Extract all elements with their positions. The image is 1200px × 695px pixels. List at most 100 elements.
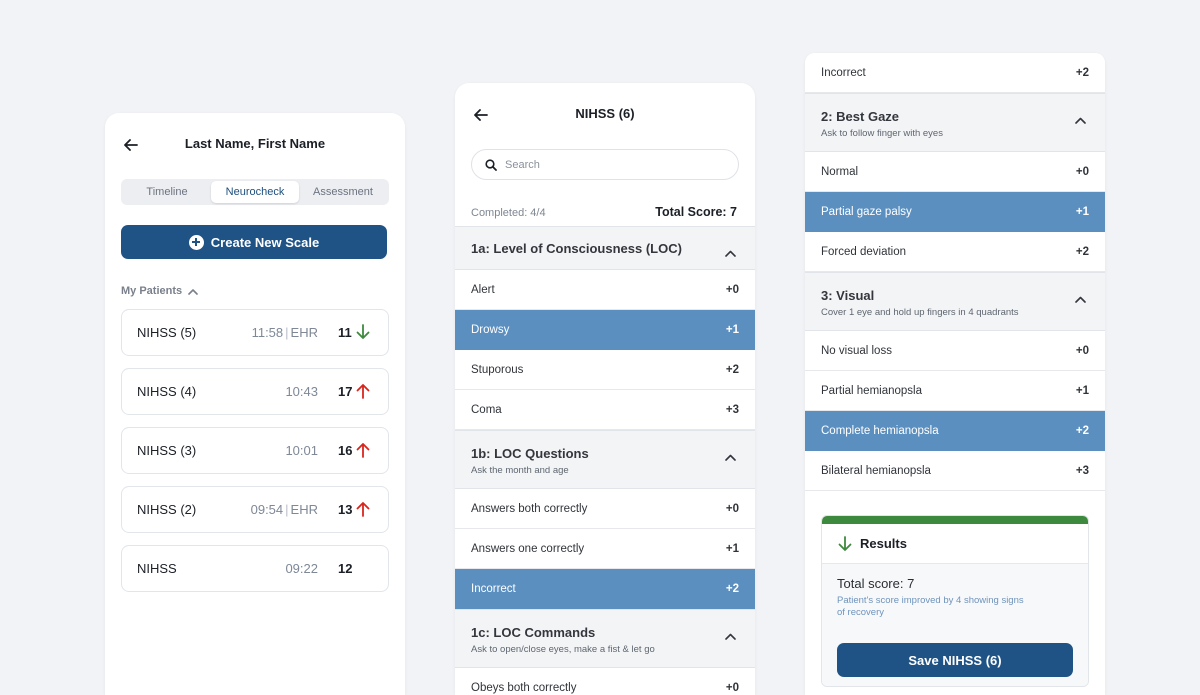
- page-title: NIHSS (6): [575, 106, 635, 121]
- option-row[interactable]: Forced deviation +2: [805, 232, 1105, 272]
- option-points: +0: [725, 681, 739, 694]
- option-label: Answers one correctly: [471, 542, 585, 555]
- option-label: Alert: [471, 283, 495, 296]
- option-row[interactable]: Bilateral hemianopsla +3: [805, 451, 1105, 491]
- patient-scale-name: NIHSS (2): [137, 502, 197, 517]
- option-points: +2: [725, 363, 739, 376]
- section-title: 1c: LOC Commands: [471, 625, 596, 640]
- results-header: Results: [822, 524, 1088, 564]
- results-body: Total score: 7 Patient's score improved …: [822, 564, 1088, 686]
- tab-neurocheck[interactable]: Neurocheck: [211, 181, 299, 203]
- chevron-up-icon: [1075, 117, 1086, 124]
- patient-card[interactable]: NIHSS (5) 11:58 | EHR 11: [121, 309, 389, 356]
- patient-score: 12: [338, 561, 353, 576]
- option-points: +2: [1075, 245, 1089, 258]
- patient-screen: Last Name, First Name Timeline Neurochec…: [105, 113, 405, 695]
- time-value: 10:43: [285, 384, 318, 399]
- tab-timeline[interactable]: Timeline: [146, 186, 188, 198]
- time-value: 10:01: [285, 443, 318, 458]
- option-row[interactable]: Partial hemianopsla +1: [805, 371, 1105, 411]
- total-score: Total Score: 7: [655, 205, 737, 219]
- page-title: Last Name, First Name: [184, 136, 326, 151]
- patient-card[interactable]: NIHSS (3) 10:01 16: [121, 427, 389, 474]
- results-accent-bar: [822, 516, 1088, 524]
- chevron-up-icon: [188, 288, 198, 295]
- arrow-up-icon: [356, 383, 370, 399]
- option-label: Coma: [471, 403, 502, 416]
- section-subtitle: Ask the month and age: [471, 465, 569, 476]
- tab-assessment[interactable]: Assessment: [313, 186, 373, 198]
- search-icon: [485, 158, 497, 171]
- option-row[interactable]: Answers one correctly +1: [455, 529, 755, 569]
- option-label: Forced deviation: [821, 245, 907, 258]
- option-row[interactable]: Alert +0: [455, 270, 755, 310]
- patient-score: 16: [338, 443, 353, 458]
- search-placeholder: Search: [505, 158, 540, 171]
- collapse-toggle[interactable]: [725, 627, 736, 645]
- option-row[interactable]: Drowsy +1: [455, 310, 755, 350]
- option-points: +1: [725, 542, 739, 555]
- time-value: 09:22: [285, 561, 318, 576]
- source-label: EHR: [290, 325, 318, 340]
- section-title: 2: Best Gaze: [821, 109, 900, 124]
- collapse-toggle[interactable]: [725, 448, 736, 466]
- collapse-toggle[interactable]: [1075, 290, 1086, 308]
- back-button[interactable]: [471, 101, 491, 129]
- patient-time: 10:43: [285, 384, 318, 399]
- option-row[interactable]: Obeys both correctly +0: [455, 668, 755, 695]
- scale-screen: NIHSS (6) Search Completed: 4/4 Total Sc…: [455, 83, 755, 695]
- option-row[interactable]: Incorrect +2: [805, 53, 1105, 93]
- patient-scale-name: NIHSS (5): [137, 325, 197, 340]
- patient-card[interactable]: NIHSS 09:22 12: [121, 545, 389, 592]
- option-row[interactable]: Stuporous +2: [455, 350, 755, 390]
- option-row[interactable]: Partial gaze palsy +1: [805, 192, 1105, 232]
- option-label: Complete hemianopsla: [821, 424, 939, 437]
- patient-card[interactable]: NIHSS (2) 09:54 | EHR 13: [121, 486, 389, 533]
- option-label: Incorrect: [821, 66, 866, 79]
- option-label: Incorrect: [471, 582, 516, 595]
- option-label: Answers both correctly: [471, 502, 588, 515]
- option-row[interactable]: No visual loss +0: [805, 331, 1105, 371]
- section-header[interactable]: 1c: LOC Commands Ask to open/close eyes, …: [455, 609, 755, 668]
- section-header[interactable]: 1a: Level of Consciousness (LOC): [455, 226, 755, 270]
- segmented-control: Timeline Neurocheck Assessment: [121, 179, 389, 205]
- section-header[interactable]: 3: Visual Cover 1 eye and hold up fingers…: [805, 272, 1105, 331]
- create-new-scale-button[interactable]: Create New Scale: [121, 225, 387, 259]
- patient-card[interactable]: NIHSS (4) 10:43 17: [121, 368, 389, 415]
- option-points: +2: [1075, 66, 1089, 79]
- arrow-down-icon: [356, 324, 370, 340]
- patient-time: 11:58 | EHR: [252, 325, 318, 340]
- section-header[interactable]: 2: Best Gaze Ask to follow finger with ey…: [805, 93, 1105, 152]
- collapse-toggle[interactable]: [725, 244, 736, 262]
- arrow-down-icon: [838, 535, 852, 551]
- create-button-label: Create New Scale: [210, 234, 320, 250]
- option-row[interactable]: Incorrect +2: [455, 569, 755, 609]
- option-points: +0: [1075, 344, 1089, 357]
- section-title: 1b: LOC Questions: [471, 446, 589, 461]
- option-label: Obeys both correctly: [471, 681, 577, 694]
- option-points: +1: [725, 323, 739, 336]
- option-points: +0: [725, 502, 739, 515]
- source-label: EHR: [290, 502, 318, 517]
- arrow-left-icon: [124, 139, 138, 151]
- my-patients-toggle[interactable]: My Patients: [121, 285, 198, 297]
- collapse-toggle[interactable]: [1075, 111, 1086, 129]
- time-value: 11:58: [251, 325, 284, 340]
- chevron-up-icon: [725, 250, 736, 257]
- option-row[interactable]: Complete hemianopsla +2: [805, 411, 1105, 451]
- results-card: Results Total score: 7 Patient's score i…: [821, 515, 1089, 687]
- option-label: Normal: [821, 165, 859, 178]
- back-button[interactable]: [121, 131, 141, 159]
- scale-item-list: 1a: Level of Consciousness (LOC) Alert +0 D…: [455, 226, 755, 695]
- scale-item-list: Incorrect +2 2: Best Gaze Ask to follow fin…: [805, 53, 1105, 491]
- chevron-up-icon: [1075, 296, 1086, 303]
- option-points: +1: [1075, 384, 1089, 397]
- section-subtitle: Cover 1 eye and hold up fingers in 4 qua…: [821, 307, 1019, 318]
- option-row[interactable]: Normal +0: [805, 152, 1105, 192]
- option-row[interactable]: Coma +3: [455, 390, 755, 430]
- option-row[interactable]: Answers both correctly +0: [455, 489, 755, 529]
- save-nihss-button[interactable]: Save NIHSS (6): [837, 643, 1073, 677]
- header: Last Name, First Name: [105, 131, 405, 159]
- search-input[interactable]: Search: [471, 149, 739, 180]
- section-header[interactable]: 1b: LOC Questions Ask the month and age: [455, 430, 755, 489]
